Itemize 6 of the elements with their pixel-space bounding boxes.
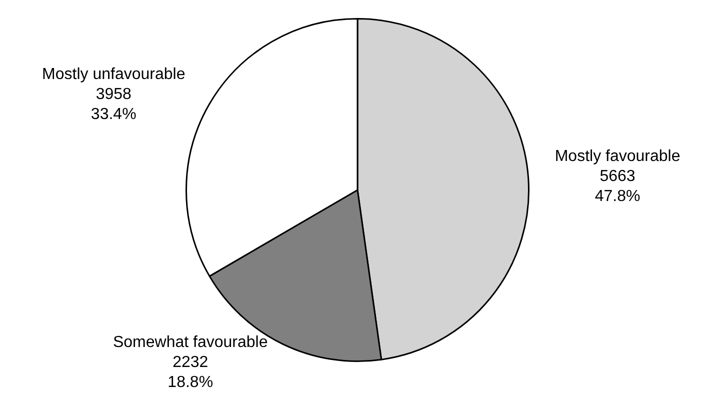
data-label: 3958 33.4%	[90, 86, 136, 123]
data-label: 5663 47.8%	[594, 168, 640, 206]
data-label: 2232 18.8%	[168, 354, 214, 391]
slice-label: Mostly favourable	[554, 148, 680, 166]
slice-label: Somewhat favourable	[112, 334, 268, 351]
slice-label: Mostly unfavourable	[42, 66, 186, 83]
